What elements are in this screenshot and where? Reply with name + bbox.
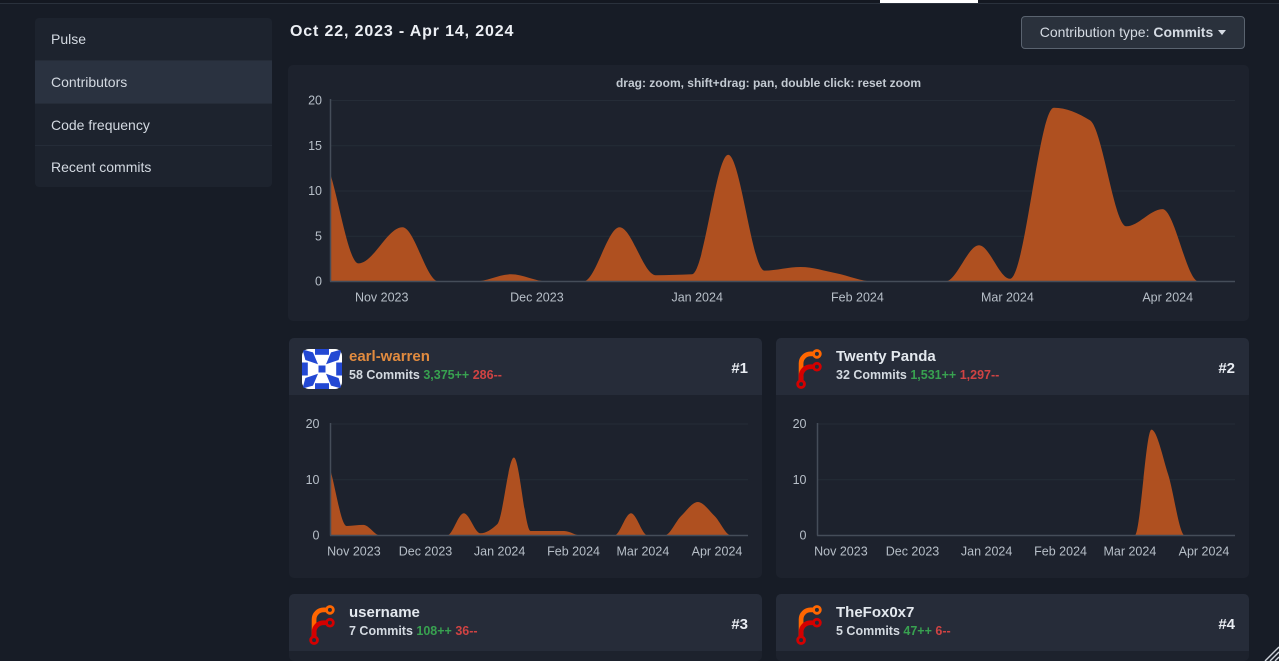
svg-text:Apr 2024: Apr 2024: [692, 545, 743, 559]
svg-text:Feb 2024: Feb 2024: [831, 291, 884, 305]
svg-text:Nov 2023: Nov 2023: [355, 291, 409, 305]
svg-text:Feb 2024: Feb 2024: [1034, 545, 1087, 559]
svg-text:Dec 2023: Dec 2023: [886, 545, 940, 559]
svg-text:10: 10: [793, 473, 807, 487]
svg-text:5: 5: [315, 229, 322, 243]
svg-text:Nov 2023: Nov 2023: [814, 545, 868, 559]
svg-text:Dec 2023: Dec 2023: [510, 291, 564, 305]
svg-text:Jan 2024: Jan 2024: [474, 545, 525, 559]
svg-text:Jan 2024: Jan 2024: [961, 545, 1012, 559]
svg-text:Dec 2023: Dec 2023: [399, 545, 453, 559]
svg-text:Apr 2024: Apr 2024: [1179, 545, 1230, 559]
svg-text:20: 20: [308, 94, 322, 108]
svg-text:20: 20: [306, 417, 320, 431]
svg-text:Mar 2024: Mar 2024: [1103, 545, 1156, 559]
svg-text:Mar 2024: Mar 2024: [616, 545, 669, 559]
svg-text:0: 0: [800, 529, 807, 543]
svg-text:Feb 2024: Feb 2024: [547, 545, 600, 559]
svg-text:Apr 2024: Apr 2024: [1142, 291, 1193, 305]
svg-text:20: 20: [793, 417, 807, 431]
svg-text:Jan 2024: Jan 2024: [671, 291, 722, 305]
svg-text:0: 0: [315, 275, 322, 289]
svg-text:Mar 2024: Mar 2024: [981, 291, 1034, 305]
svg-text:10: 10: [308, 184, 322, 198]
svg-text:Nov 2023: Nov 2023: [327, 545, 381, 559]
svg-text:0: 0: [313, 529, 320, 543]
svg-text:15: 15: [308, 139, 322, 153]
svg-text:10: 10: [306, 473, 320, 487]
